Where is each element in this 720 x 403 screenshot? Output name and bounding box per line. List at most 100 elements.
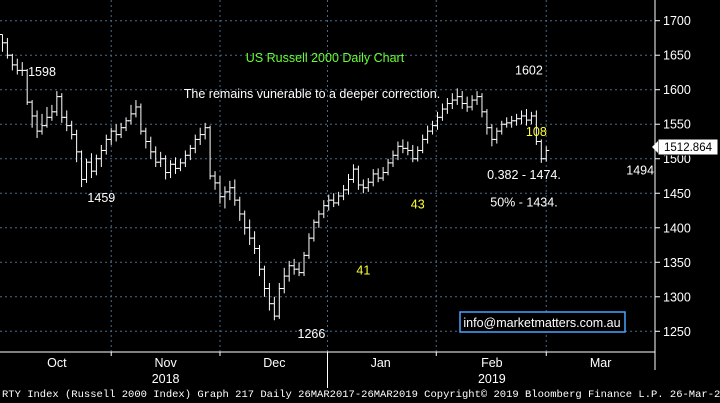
ohlc-bar xyxy=(187,144,194,161)
ohlc-bar xyxy=(360,179,367,194)
ohlc-bar xyxy=(53,91,60,116)
ohlc-bar xyxy=(142,127,149,149)
x-tick-label: Oct xyxy=(47,356,67,370)
ohlc-bar xyxy=(157,151,164,168)
ohlc-bar xyxy=(108,127,115,145)
ohlc-bar xyxy=(409,144,416,163)
ohlc-bar xyxy=(152,146,159,168)
ohlc-bar xyxy=(355,165,362,190)
ohlc-bar xyxy=(221,186,228,209)
chart-title: US Russell 2000 Daily Chart xyxy=(246,51,405,65)
ohlc-bar xyxy=(251,231,258,254)
ohlc-bar xyxy=(394,141,401,161)
y-tick-label: 1700 xyxy=(663,14,691,28)
ohlc-bar xyxy=(365,178,372,192)
ohlc-bar xyxy=(113,124,120,142)
ohlc-bar xyxy=(286,260,293,282)
ohlc-bar xyxy=(231,179,238,206)
ohlc-bar xyxy=(404,141,411,156)
ohlc-bars-layer xyxy=(0,34,550,321)
ohlc-bar xyxy=(478,93,485,118)
y-tick-label: 1500 xyxy=(663,152,691,166)
ohlc-bar xyxy=(177,158,184,172)
ohlc-bar xyxy=(172,157,179,174)
ohlc-bar xyxy=(523,109,530,126)
ohlc-bar xyxy=(291,258,298,275)
x-tick-label: Feb xyxy=(481,356,503,370)
chart-annotation: 108 xyxy=(526,125,547,139)
ohlc-bar xyxy=(212,171,219,190)
y-tick-label: 1450 xyxy=(663,187,691,201)
ohlc-bar xyxy=(429,120,436,135)
ohlc-bar xyxy=(132,100,139,118)
ohlc-bar xyxy=(305,233,312,259)
x-tick-label: Mar xyxy=(590,356,612,370)
ohlc-bar xyxy=(118,122,125,139)
chart-annotation: 1598 xyxy=(28,65,56,79)
ohlc-bar xyxy=(68,120,75,140)
chart-annotation: 1602 xyxy=(515,64,543,78)
ohlc-bar xyxy=(345,173,352,195)
x-tick-label: Nov xyxy=(154,356,177,370)
ohlc-bar xyxy=(207,125,214,180)
ohlc-bar xyxy=(310,219,317,242)
ohlc-bar xyxy=(162,155,169,180)
ohlc-bar xyxy=(9,53,16,71)
ohlc-bar xyxy=(538,139,545,163)
ohlc-bar xyxy=(192,134,199,154)
ohlc-bar xyxy=(335,191,342,206)
ohlc-bar xyxy=(493,127,500,144)
ohlc-bar xyxy=(424,125,431,144)
ohlc-bar xyxy=(88,153,95,179)
last-price-label: 1512.864 xyxy=(664,142,713,154)
chart-annotation: 1494 xyxy=(626,164,654,178)
x-year-label: 2018 xyxy=(152,372,180,386)
ohlc-bar xyxy=(78,150,85,188)
ohlc-bar xyxy=(123,117,130,132)
x-year-label: 2019 xyxy=(478,372,506,386)
y-tick-label: 1600 xyxy=(663,83,691,97)
ohlc-bar xyxy=(399,139,406,154)
chart-subtitle: The remains vunerable to a deeper correc… xyxy=(184,87,440,101)
axis-layer: 1250 1300 1350 1400 1450 1500 1550 1600 1650 1700… xyxy=(0,0,691,388)
ohlc-bar xyxy=(34,110,41,139)
ohlc-bar xyxy=(414,146,421,162)
ohlc-bar xyxy=(469,95,476,111)
ohlc-bar xyxy=(182,150,189,168)
ohlc-bar xyxy=(385,158,392,176)
ohlc-bar xyxy=(103,134,110,155)
ohlc-bar xyxy=(256,245,263,277)
y-tick-label: 1400 xyxy=(663,221,691,235)
y-tick-label: 1550 xyxy=(663,118,691,132)
ohlc-bar xyxy=(271,296,278,321)
ohlc-bar xyxy=(226,180,233,201)
ohlc-bar xyxy=(63,110,70,132)
ohlc-bar xyxy=(14,58,21,75)
chart-annotation: 1266 xyxy=(298,327,326,341)
bloomberg-footer: RTY Index (Russell 2000 Index) Graph 217… xyxy=(0,388,720,403)
ohlc-bar xyxy=(48,104,55,121)
ohlc-bar xyxy=(513,113,520,126)
ohlc-bar xyxy=(39,113,46,135)
ohlc-bar xyxy=(370,169,377,187)
ohlc-bar xyxy=(543,146,550,162)
ohlc-bar xyxy=(459,91,466,110)
ohlc-bar xyxy=(419,134,426,154)
chart-annotation: 41 xyxy=(356,264,370,278)
ohlc-bar xyxy=(350,164,357,183)
ohlc-bar xyxy=(508,115,515,128)
watermark-box: info@marketmatters.com.au xyxy=(459,311,626,333)
ohlc-bar xyxy=(202,122,209,140)
y-tick-label: 1350 xyxy=(663,256,691,270)
ohlc-bar xyxy=(444,98,451,114)
ohlc-bar xyxy=(137,103,144,135)
ohlc-bar xyxy=(340,184,347,201)
ohlc-bar xyxy=(439,103,446,121)
last-price-tag: 1512.864 xyxy=(652,138,719,156)
ohlc-bar xyxy=(147,136,154,159)
ohlc-bar xyxy=(528,111,535,125)
ohlc-bar xyxy=(281,267,288,294)
ohlc-bar xyxy=(167,160,174,179)
ohlc-bar xyxy=(246,219,253,246)
ohlc-bar xyxy=(315,210,322,228)
